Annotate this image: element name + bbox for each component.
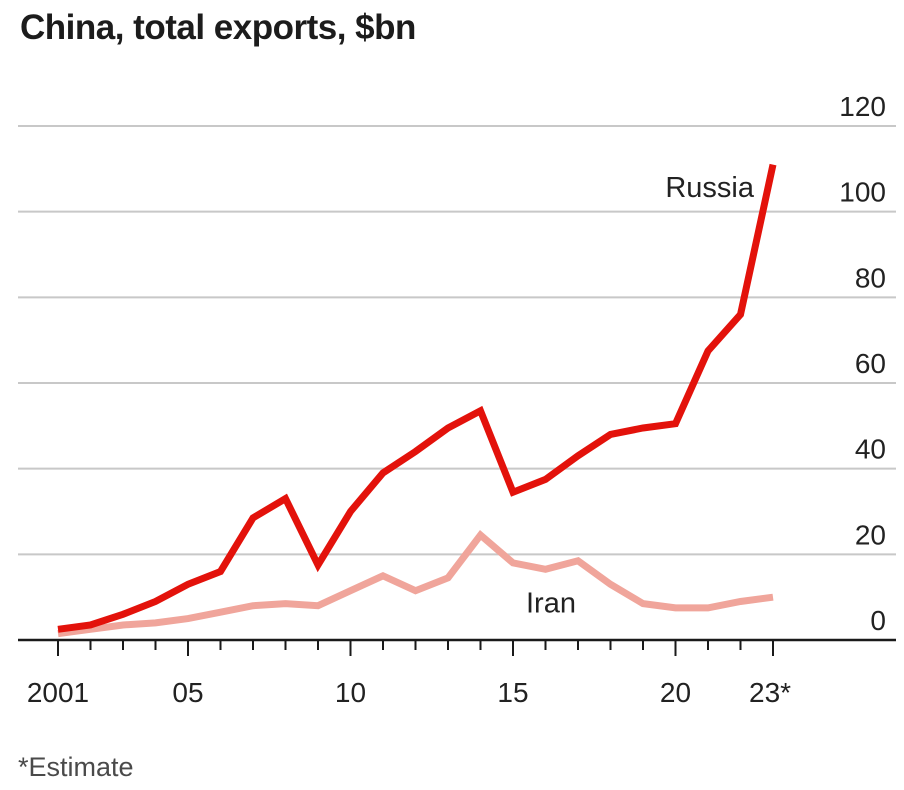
series-line-russia — [57, 163, 777, 633]
x-axis — [18, 638, 896, 656]
chart-title: China, total exports, $bn — [20, 8, 416, 47]
footnote: *Estimate — [18, 752, 134, 782]
x-axis-tick-labels: 2001 05 10 15 20 23* — [27, 677, 791, 708]
x-tick-label: 05 — [172, 677, 203, 708]
x-tick-label: 2001 — [27, 677, 89, 708]
series-lines — [57, 163, 777, 638]
series-line-iran — [57, 530, 774, 638]
series-label-iran: Iran — [526, 587, 576, 619]
y-tick-label: 120 — [839, 91, 886, 122]
gridlines — [18, 125, 896, 556]
x-tick-label: 20 — [660, 677, 691, 708]
x-tick-label: 23* — [749, 677, 791, 708]
x-tick-label: 15 — [497, 677, 528, 708]
y-axis-tick-labels: 0 20 40 60 80 100 120 — [839, 91, 886, 636]
y-tick-label: 80 — [855, 262, 886, 293]
y-tick-label: 20 — [855, 519, 886, 550]
series-labels: Russia Iran — [526, 172, 755, 619]
y-tick-label: 40 — [855, 434, 886, 465]
y-tick-label: 0 — [870, 605, 886, 636]
x-tick-label: 10 — [335, 677, 366, 708]
y-tick-label: 60 — [855, 348, 886, 379]
y-tick-label: 100 — [839, 177, 886, 208]
series-label-russia: Russia — [665, 172, 755, 204]
